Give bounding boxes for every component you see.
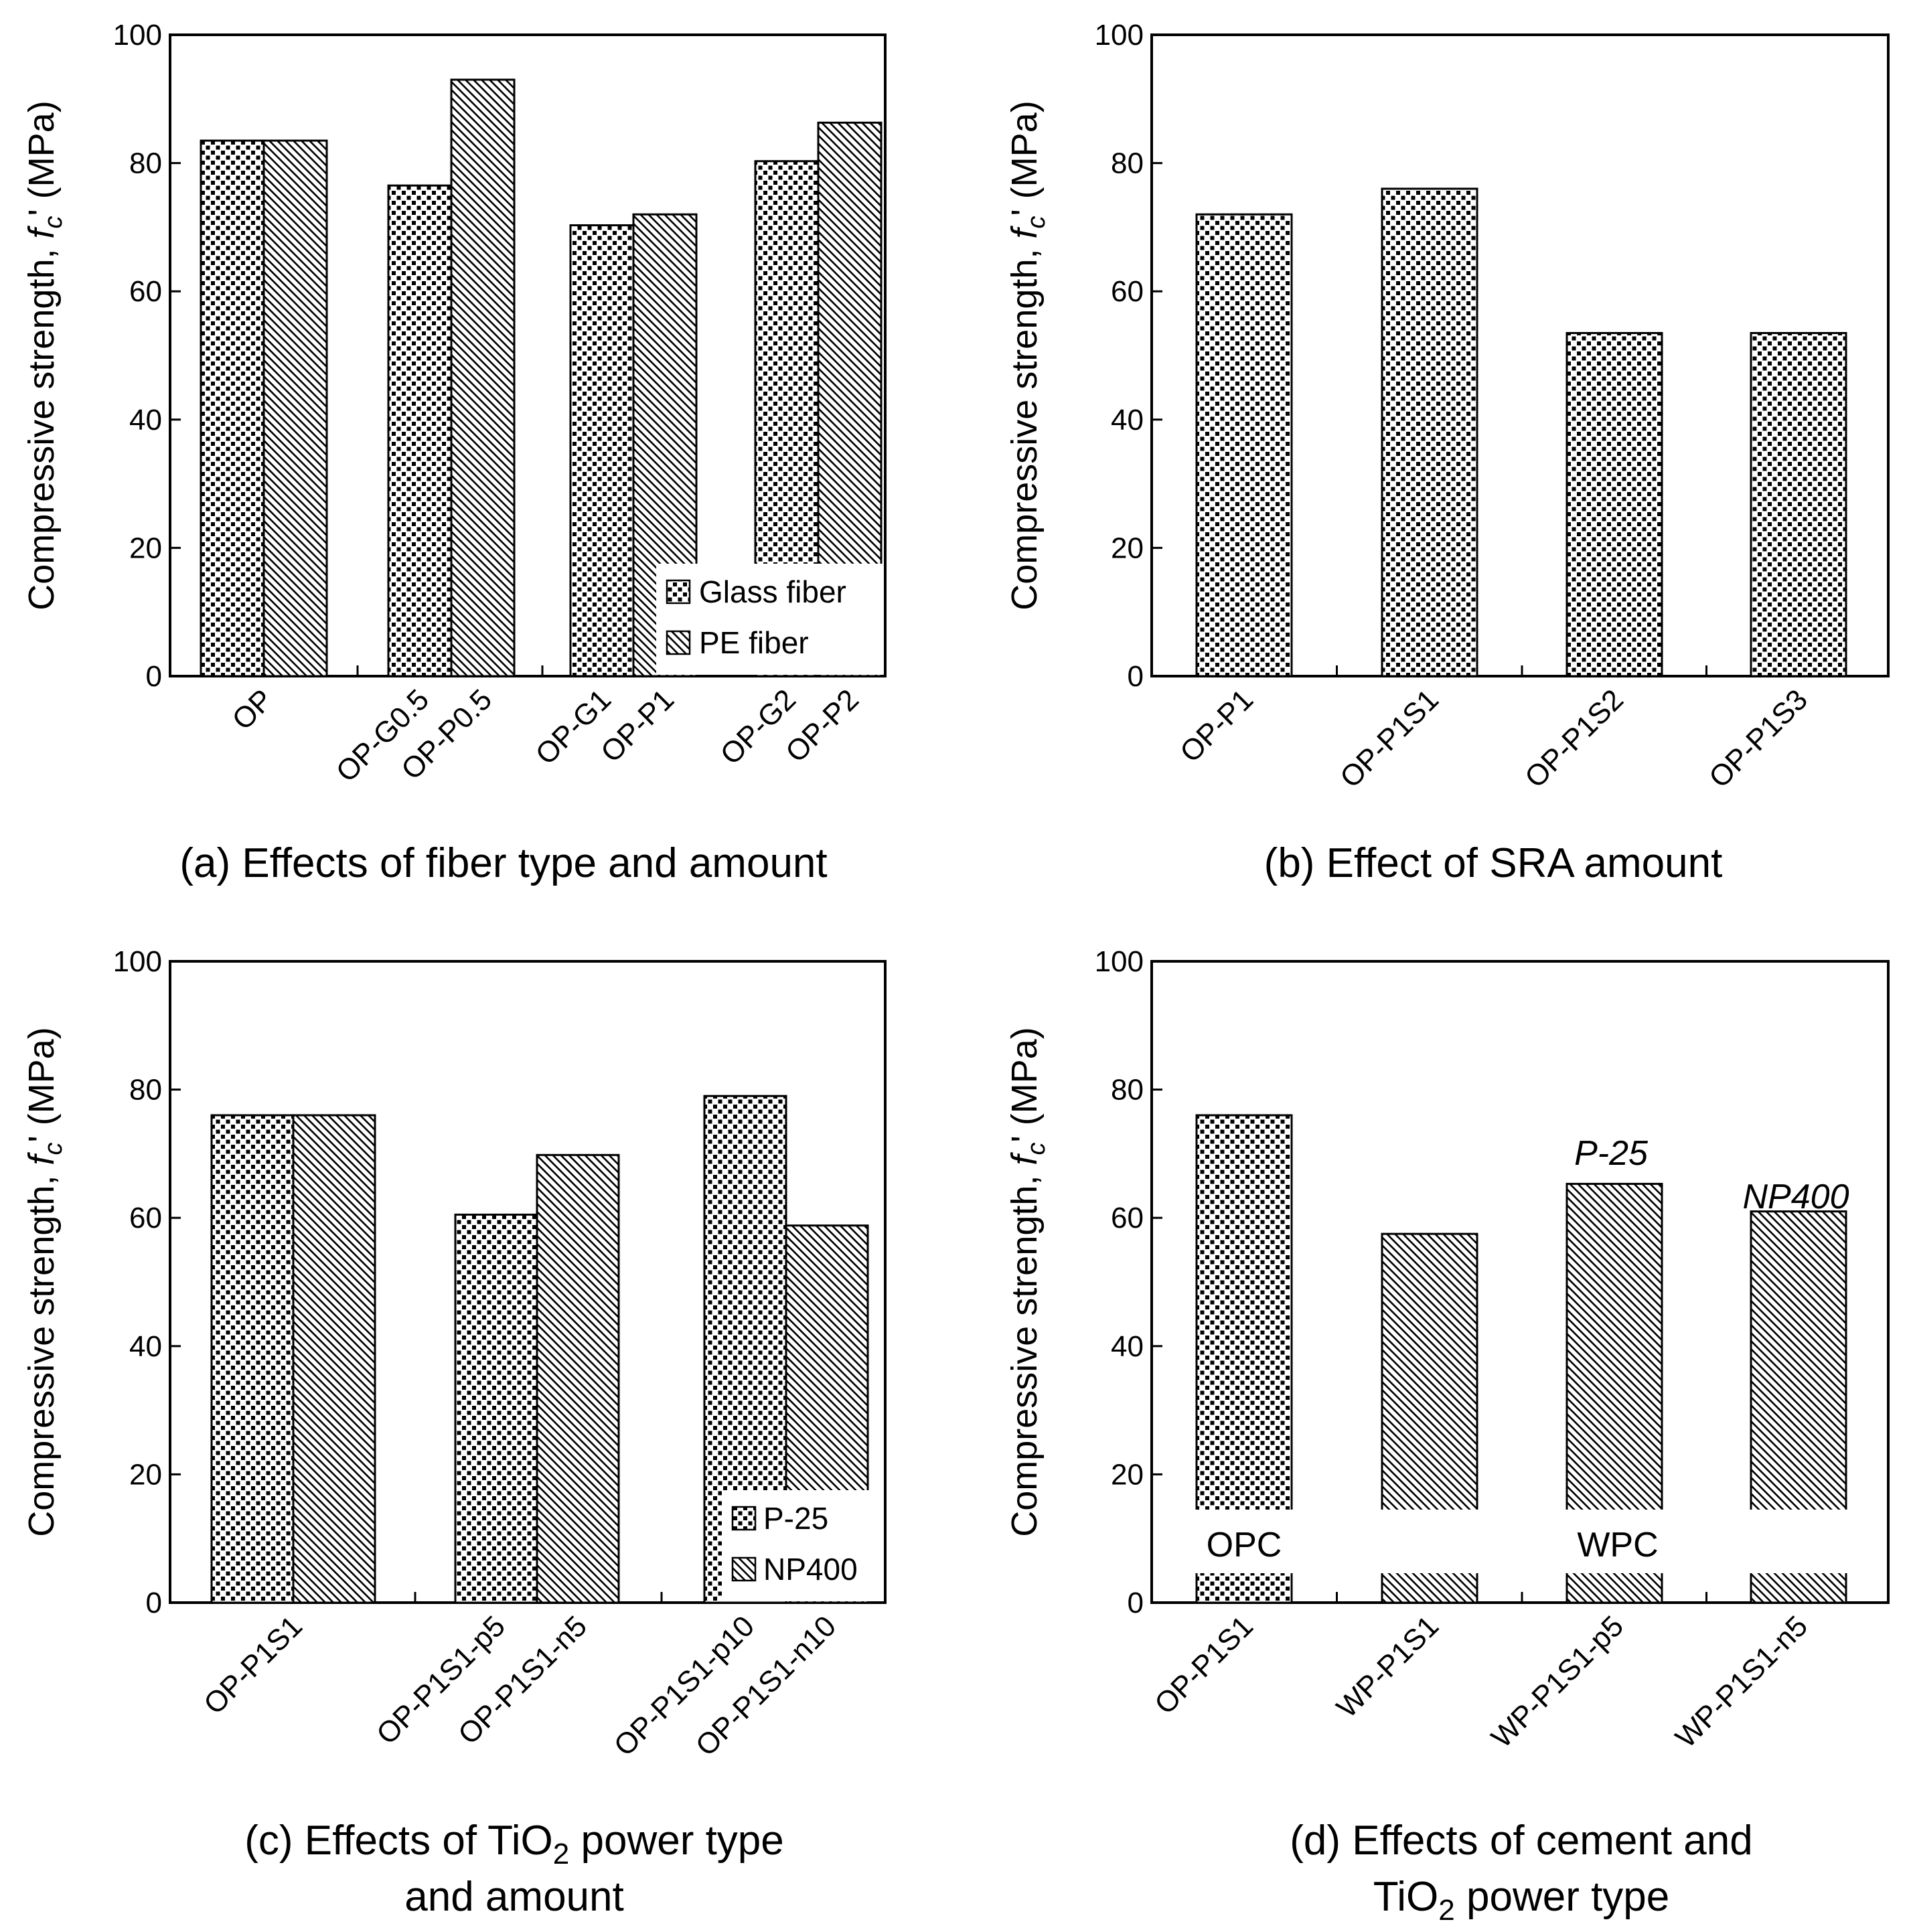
y-tick-label: 0 bbox=[146, 1587, 162, 1619]
x-tick-label: OP-P1S1 bbox=[1148, 1609, 1259, 1720]
legend-label-np400: NP400 bbox=[763, 1552, 858, 1587]
y-tick-label: 40 bbox=[1111, 1330, 1144, 1363]
y-axis-label-a: Compressive strength, fc' (MPa) bbox=[21, 100, 68, 611]
bar-op-p1s1-n5 bbox=[536, 1153, 620, 1604]
x-tick-label: OP-G2 bbox=[714, 683, 802, 771]
bar-op-p1s1 bbox=[1381, 187, 1478, 677]
y-tick-label: 100 bbox=[1095, 19, 1144, 52]
caption-c-line2: and amount bbox=[404, 1874, 623, 1920]
y-tick-label: 60 bbox=[129, 275, 162, 308]
y-tick-label: 20 bbox=[1111, 1458, 1144, 1491]
annotation-wpc: WPC bbox=[1577, 1526, 1658, 1564]
x-tick-label: OP-P1 bbox=[1174, 683, 1259, 769]
y-tick-label: 0 bbox=[1128, 1587, 1144, 1619]
x-tick-label: OP-P1S1 bbox=[1334, 683, 1445, 794]
x-tick-label: OP-P1S2 bbox=[1519, 683, 1630, 794]
bar-op-g1 bbox=[569, 224, 635, 677]
panel-d: 0 20 40 60 80 100 OP-P1S1 WP-P1S1 WP-P1S1-p5 WP-… bbox=[1004, 945, 1890, 1927]
bar-op-pair bbox=[262, 139, 328, 677]
legend-swatch-glass bbox=[666, 579, 691, 605]
bar-op-p0.5 bbox=[450, 78, 516, 677]
plot-frame-a bbox=[169, 33, 887, 677]
legend-label-glass: Glass fiber bbox=[699, 574, 846, 609]
plot-frame-b bbox=[1150, 33, 1890, 677]
y-tick-label: 40 bbox=[129, 404, 162, 436]
x-tick-label: WP-P1S1 bbox=[1330, 1609, 1445, 1724]
y-axis-c: 0 20 40 60 80 100 bbox=[113, 945, 663, 1619]
caption-b: (b) Effect of SRA amount bbox=[1264, 840, 1723, 886]
y-tick-label: 80 bbox=[1111, 147, 1144, 180]
x-tick-label: OP-P1S1-n10 bbox=[690, 1609, 842, 1762]
y-axis-d: 0 20 40 60 80 100 bbox=[1095, 945, 1707, 1619]
x-tick-label: OP-P1S1 bbox=[198, 1609, 309, 1720]
plot-frame-d bbox=[1150, 960, 1890, 1604]
legend-swatch-pe bbox=[666, 630, 691, 655]
x-tick-label: WP-P1S1-p5 bbox=[1485, 1609, 1630, 1754]
legend-label-pe: PE fiber bbox=[699, 625, 809, 660]
y-tick-label: 60 bbox=[1111, 275, 1144, 308]
bar-op bbox=[200, 139, 265, 677]
bar-op-p1s3 bbox=[1750, 331, 1847, 677]
bar-op-g0.5 bbox=[387, 184, 453, 677]
legend-swatch-p25 bbox=[731, 1506, 757, 1531]
annotation-opc: OPC bbox=[1207, 1526, 1282, 1564]
bar-op-p1s1 bbox=[210, 1114, 295, 1604]
caption-d-line2: TiO2 power type bbox=[1373, 1874, 1670, 1927]
y-tick-label: 0 bbox=[1128, 660, 1144, 693]
bar-op-p1s2 bbox=[1566, 331, 1663, 677]
bar-op-p1 bbox=[1195, 213, 1293, 677]
x-tick-label: OP-P2 bbox=[779, 683, 865, 769]
y-tick-label: 80 bbox=[129, 1074, 162, 1107]
bar-op-p1s1-p5 bbox=[454, 1213, 538, 1604]
annotation-p25: P-25 bbox=[1574, 1134, 1649, 1173]
x-tick-label: WP-P1S1-n5 bbox=[1669, 1609, 1814, 1754]
panel-c: 0 20 40 60 80 100 OP-P1S1 OP-P1S1-p5OP-P1S1-n5… bbox=[21, 945, 887, 1920]
caption-d-line1: (d) Effects of cement and bbox=[1290, 1818, 1753, 1864]
y-axis-b: 0 20 40 60 80 100 bbox=[1095, 19, 1707, 693]
y-tick-label: 20 bbox=[129, 532, 162, 564]
x-tick-label: OP-P1 bbox=[595, 683, 680, 769]
caption-c-line1: (c) Effects of TiO2 power type bbox=[244, 1818, 784, 1870]
y-tick-label: 0 bbox=[146, 660, 162, 693]
annotation-masks-d bbox=[1193, 1510, 1848, 1573]
y-tick-label: 60 bbox=[1111, 1202, 1144, 1234]
x-tick-labels-d: OP-P1S1 WP-P1S1 WP-P1S1-p5 WP-P1S1-n5 bbox=[1148, 1609, 1814, 1754]
bars-b bbox=[1195, 187, 1847, 677]
y-tick-label: 40 bbox=[129, 1330, 162, 1363]
y-tick-label: 80 bbox=[1111, 1074, 1144, 1107]
y-tick-label: 100 bbox=[1095, 945, 1144, 978]
y-tick-label: 100 bbox=[113, 19, 162, 52]
x-tick-label: OP bbox=[226, 683, 279, 736]
x-tick-labels-b: OP-P1 OP-P1S1 OP-P1S2 OP-P1S3 bbox=[1174, 683, 1814, 794]
legend-label-p25: P-25 bbox=[763, 1501, 828, 1536]
y-axis-label-b: Compressive strength, fc' (MPa) bbox=[1004, 100, 1051, 611]
annotation-np400: NP400 bbox=[1743, 1178, 1849, 1216]
y-tick-label: 80 bbox=[129, 147, 162, 180]
bars-c bbox=[210, 1095, 869, 1604]
y-tick-label: 100 bbox=[113, 945, 162, 978]
y-axis-label-c: Compressive strength, fc' (MPa) bbox=[21, 1027, 68, 1537]
y-tick-label: 60 bbox=[129, 1202, 162, 1234]
x-tick-label: OP-G1 bbox=[530, 683, 617, 771]
y-tick-label: 20 bbox=[129, 1458, 162, 1491]
x-tick-label: OP-P1S3 bbox=[1703, 683, 1814, 794]
caption-a: (a) Effects of fiber type and amount bbox=[179, 840, 827, 886]
y-axis-label-d: Compressive strength, fc' (MPa) bbox=[1004, 1027, 1051, 1537]
y-tick-label: 40 bbox=[1111, 404, 1144, 436]
x-tick-label: OP-P1S1-p10 bbox=[608, 1609, 761, 1762]
legend-a: Glass fiber PE fiber bbox=[656, 564, 884, 675]
bar-op-p1s1-pair bbox=[292, 1114, 376, 1604]
y-axis-a: 0 20 40 60 80 100 bbox=[113, 19, 727, 693]
legend-swatch-np400 bbox=[731, 1556, 757, 1582]
y-tick-label: 20 bbox=[1111, 532, 1144, 564]
legend-c: P-25 NP400 bbox=[722, 1490, 884, 1601]
